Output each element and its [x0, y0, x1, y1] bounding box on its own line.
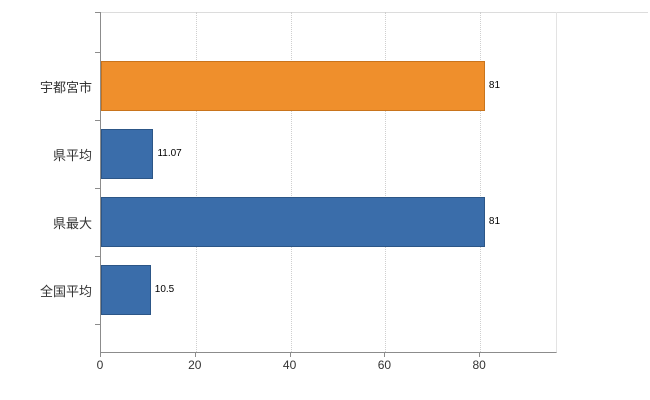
category-label: 県最大 — [52, 215, 92, 231]
y-axis-tick — [95, 52, 100, 53]
y-axis-tick — [95, 120, 100, 121]
gridline — [480, 12, 482, 352]
y-axis-tick — [95, 256, 100, 257]
x-axis-tick — [100, 352, 101, 357]
bar-県最大[interactable] — [101, 197, 485, 247]
gridline — [195, 12, 197, 352]
x-axis-tick — [384, 352, 386, 357]
bar-value-label: 11.07 — [157, 148, 182, 159]
gridline — [290, 12, 292, 352]
bar-全国平均[interactable] — [101, 265, 151, 315]
bar-value-label: 81 — [488, 216, 501, 227]
x-tick-label: 0 — [96, 358, 104, 372]
bar-value-label: 81 — [488, 80, 501, 91]
x-axis-tick — [289, 352, 291, 357]
x-tick-label: 20 — [188, 358, 202, 372]
category-label: 全国平均 — [39, 283, 92, 299]
x-axis-tick — [194, 352, 196, 357]
x-tick-label: 80 — [472, 358, 486, 372]
chart-top-border — [100, 12, 648, 13]
plot-area: 81 11.07 81 10.5 — [100, 12, 557, 353]
y-axis-tick — [95, 324, 100, 325]
bar-県平均[interactable] — [101, 129, 154, 179]
bar-value-label: 10.5 — [154, 284, 175, 295]
x-axis-tick — [479, 352, 481, 357]
x-tick-label: 60 — [377, 358, 392, 372]
bar-宇都宮市[interactable] — [101, 61, 485, 111]
y-axis-tick — [95, 12, 100, 13]
x-tick-label: 40 — [282, 358, 297, 372]
category-label: 県平均 — [52, 147, 92, 163]
y-axis-tick — [95, 188, 100, 189]
category-label: 宇都宮市 — [39, 79, 92, 95]
gridline — [385, 12, 387, 352]
